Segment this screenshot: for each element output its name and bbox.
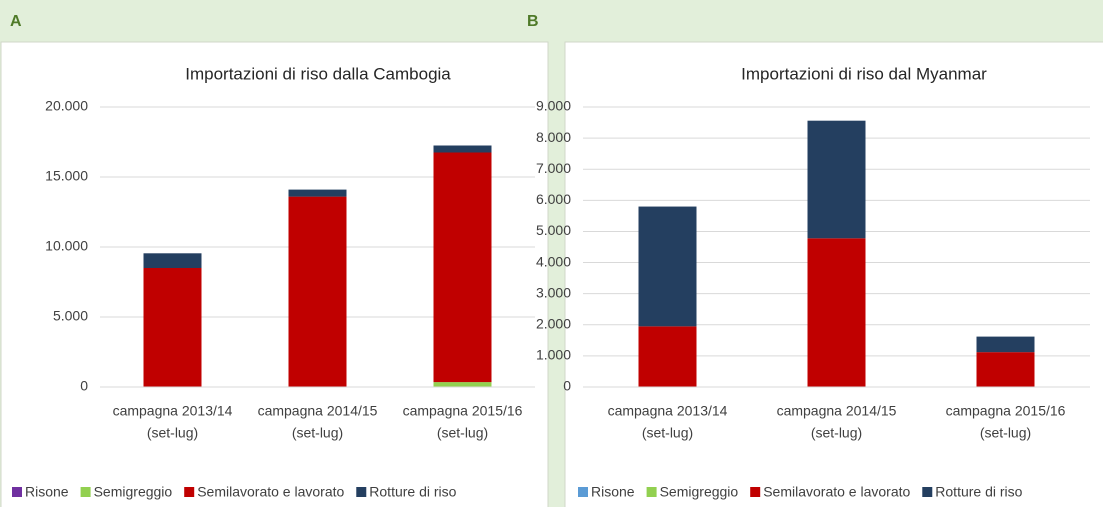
- x-tick-label: campagna 2015/16: [946, 403, 1066, 419]
- legend-label: Rotture di riso: [369, 484, 456, 500]
- bar-segment: [288, 196, 347, 387]
- y-tick-label: 5.000: [536, 222, 571, 238]
- bar-segment: [976, 336, 1035, 353]
- y-tick-label: 8.000: [536, 129, 571, 145]
- y-tick-label: 15.000: [45, 168, 88, 184]
- bar-segment: [433, 382, 492, 387]
- x-tick-label: campagna 2013/14: [608, 403, 728, 419]
- bar-segment: [638, 206, 697, 327]
- bar-segment: [143, 253, 202, 268]
- legend-swatch: [646, 487, 657, 497]
- bar-segment: [638, 326, 697, 387]
- panel-label: A: [10, 13, 22, 30]
- bar-segment: [143, 268, 202, 387]
- legend-label: Risone: [25, 484, 69, 500]
- y-tick-label: 6.000: [536, 191, 571, 207]
- x-tick-label: campagna 2015/16: [403, 403, 523, 419]
- bar-segment: [288, 189, 347, 197]
- x-tick-label: (set-lug): [811, 425, 862, 441]
- x-tick-label: (set-lug): [642, 425, 693, 441]
- legend-label: Semigreggio: [660, 484, 739, 500]
- legend-swatch: [750, 487, 761, 497]
- legend-label: Rotture di riso: [935, 484, 1022, 500]
- x-tick-label: (set-lug): [292, 425, 343, 441]
- y-tick-label: 5.000: [53, 308, 88, 324]
- x-tick-label: campagna 2014/15: [258, 403, 378, 419]
- chart-title: Importazioni di riso dalla Cambogia: [185, 64, 451, 83]
- y-tick-label: 9.000: [536, 98, 571, 114]
- y-tick-label: 0: [563, 378, 571, 394]
- y-tick-label: 4.000: [536, 253, 571, 269]
- x-tick-label: (set-lug): [147, 425, 198, 441]
- bar-segment: [433, 145, 492, 153]
- legend-swatch: [922, 487, 933, 497]
- y-tick-label: 10.000: [45, 238, 88, 254]
- bar-segment: [976, 352, 1035, 387]
- legend-swatch: [184, 487, 195, 497]
- bar-segment: [433, 152, 492, 383]
- legend-label: Semigreggio: [94, 484, 173, 500]
- y-tick-label: 20.000: [45, 98, 88, 114]
- x-tick-label: (set-lug): [437, 425, 488, 441]
- legend-swatch: [356, 487, 367, 497]
- y-tick-label: 2.000: [536, 315, 571, 331]
- x-tick-label: campagna 2014/15: [777, 403, 897, 419]
- x-tick-label: campagna 2013/14: [113, 403, 233, 419]
- legend-swatch: [12, 487, 22, 497]
- panel-label: B: [527, 13, 539, 30]
- bar-segment: [807, 238, 866, 387]
- y-tick-label: 3.000: [536, 284, 571, 300]
- legend-label: Semilavorato e lavorato: [197, 484, 344, 500]
- chart-title: Importazioni di riso dal Myanmar: [741, 64, 987, 83]
- y-tick-label: 1.000: [536, 347, 571, 363]
- legend-label: Semilavorato e lavorato: [763, 484, 910, 500]
- legend-swatch: [80, 487, 91, 497]
- x-tick-label: (set-lug): [980, 425, 1031, 441]
- y-tick-label: 0: [80, 378, 88, 394]
- bar-segment: [807, 120, 866, 239]
- legend-swatch: [578, 487, 588, 497]
- y-tick-label: 7.000: [536, 160, 571, 176]
- legend-label: Risone: [591, 484, 635, 500]
